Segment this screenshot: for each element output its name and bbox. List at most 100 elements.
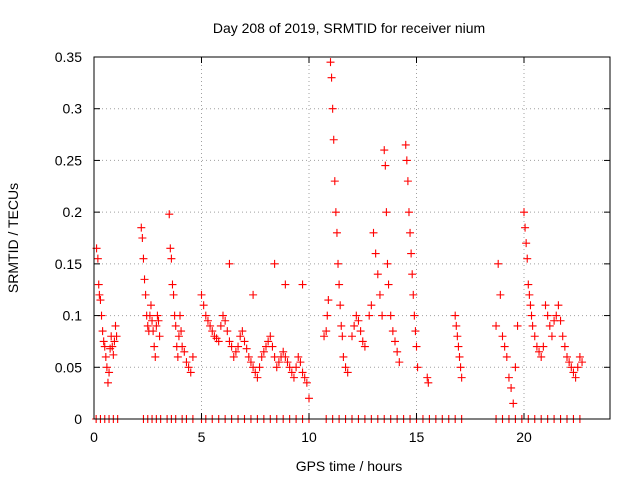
data-point [289,373,298,382]
data-point [300,373,309,382]
data-point [184,363,193,372]
data-point [231,347,240,356]
data-point [384,280,393,289]
data-point [203,316,212,325]
y-tick-label: 0.15 [55,256,82,272]
data-point [381,161,390,170]
data-point [283,358,292,367]
data-point [541,301,550,310]
data-point [386,311,395,320]
data-point [411,327,420,336]
data-point [221,316,230,325]
x-tick-label: 0 [90,429,98,445]
data-point [528,321,537,330]
data-point [143,321,152,330]
data-point [522,239,531,248]
data-point [323,311,332,320]
data-point [320,332,329,341]
data-point [98,327,107,336]
data-point [520,208,528,217]
data-point [240,337,249,346]
data-point [238,327,247,336]
plot-frame [93,56,611,420]
data-point [537,352,546,361]
data-point [108,342,117,351]
data-point [268,342,277,351]
data-point [358,337,367,346]
axis-ticks: 0 0.05 0.1 0.15 0.2 0.25 0.3 0.35 0 5 10 15 20 [55,49,610,445]
data-point [186,368,195,377]
data-point [500,342,509,351]
data-point [401,140,410,149]
data-point [302,378,311,387]
data-point [182,358,191,367]
data-point [380,146,389,155]
data-point [395,358,404,367]
data-point [103,378,112,387]
data-point [155,332,164,341]
data-point [210,332,219,341]
data-point [565,358,574,367]
data-point [225,337,234,346]
data-point [253,373,262,382]
data-point [350,321,359,330]
data-point [234,342,243,351]
data-point [560,342,569,351]
data-point [257,352,266,361]
data-point [197,290,206,299]
data-point [140,275,149,284]
data-point [145,311,154,320]
data-point [180,347,189,356]
y-tick-label: 0.1 [63,308,83,324]
data-point [94,280,103,289]
data-point [338,332,347,341]
data-point [208,327,217,336]
data-point [287,368,296,377]
data-point [507,383,516,392]
data-point [171,321,180,330]
data-point [336,301,345,310]
data-point [178,342,187,351]
data-point [407,249,416,258]
y-tick-label: 0.25 [55,152,82,168]
data-point [332,228,341,237]
data-point [168,280,177,289]
data-point [409,290,418,299]
data-point [457,373,466,382]
data-point [167,254,176,263]
data-point [255,363,264,372]
data-point [371,249,380,258]
data-point [451,311,460,320]
data-point [343,368,352,377]
data-point [137,223,146,232]
data-point [539,342,548,351]
data-point [223,327,232,336]
x-axis-label: GPS time / hours [296,458,403,474]
data-point [146,301,155,310]
data-point [524,280,533,289]
data-point [573,363,582,372]
data-point [173,352,182,361]
data-point [330,177,339,186]
data-point [393,347,402,356]
data-point [110,337,119,346]
data-point [149,327,158,336]
data-point [360,342,369,351]
data-point [324,296,333,305]
data-point [266,332,275,341]
data-point [270,259,279,268]
data-point [96,296,105,305]
data-point [492,321,501,330]
data-point [279,347,288,356]
data-point [404,208,413,217]
data-points [92,58,587,423]
data-point [498,332,507,341]
data-point [526,301,535,310]
data-point [165,210,174,219]
data-point [571,373,580,382]
data-point [339,352,348,361]
data-point [246,358,255,367]
data-point [391,337,399,346]
data-point [403,177,412,186]
